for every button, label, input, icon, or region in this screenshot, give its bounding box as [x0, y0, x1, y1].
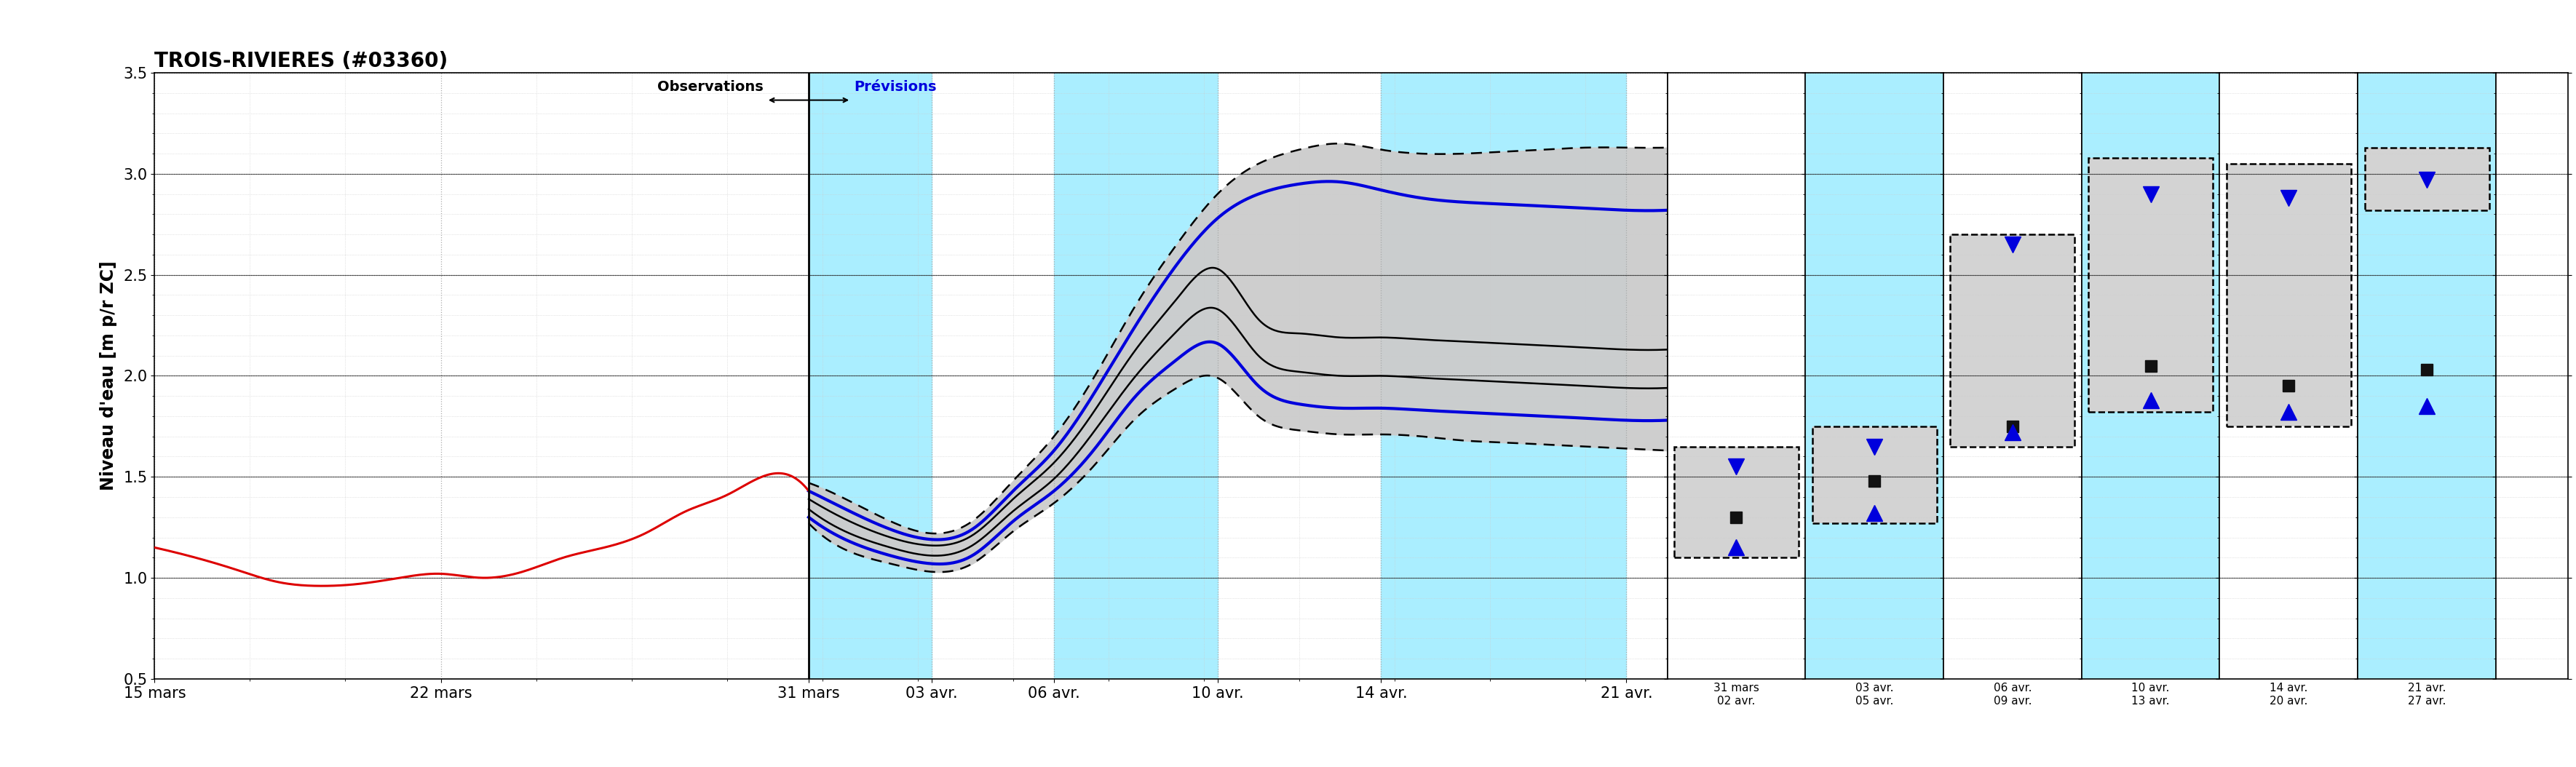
Bar — [1950, 235, 2074, 446]
X-axis label: 06 avr.
09 avr.: 06 avr. 09 avr. — [1994, 683, 2032, 706]
Bar — [2089, 158, 2213, 412]
Bar — [2365, 147, 2488, 210]
X-axis label: 14 avr.
20 avr.: 14 avr. 20 avr. — [2269, 683, 2308, 706]
Text: 15%: 15% — [1674, 204, 1705, 217]
Text: 5%: 5% — [1674, 137, 1695, 150]
Text: Prévisions: Prévisions — [855, 81, 938, 94]
Bar — [1950, 235, 2074, 446]
Bar — [1814, 426, 1937, 523]
Bar — [1381, 73, 1625, 679]
Bar — [1674, 446, 1798, 558]
Bar — [2226, 164, 2352, 426]
Bar — [2365, 147, 2488, 210]
X-axis label: 10 avr.
13 avr.: 10 avr. 13 avr. — [2130, 683, 2169, 706]
Bar — [1814, 426, 1937, 523]
Text: 95%: 95% — [1674, 444, 1705, 457]
Bar — [1054, 73, 1218, 679]
Bar — [2226, 164, 2352, 426]
Bar — [2089, 158, 2213, 412]
Y-axis label: Niveau d'eau [m p/r ZC]: Niveau d'eau [m p/r ZC] — [100, 261, 118, 491]
Text: 85%: 85% — [1674, 418, 1705, 431]
Bar — [809, 73, 933, 679]
X-axis label: 03 avr.
05 avr.: 03 avr. 05 avr. — [1855, 683, 1893, 706]
Bar — [1674, 446, 1798, 558]
Text: TROIS-RIVIERES (#03360): TROIS-RIVIERES (#03360) — [155, 51, 448, 71]
X-axis label: 21 avr.
27 avr.: 21 avr. 27 avr. — [2409, 683, 2447, 706]
X-axis label: 31 mars
02 avr.: 31 mars 02 avr. — [1713, 683, 1759, 706]
Text: Observations: Observations — [657, 81, 762, 94]
